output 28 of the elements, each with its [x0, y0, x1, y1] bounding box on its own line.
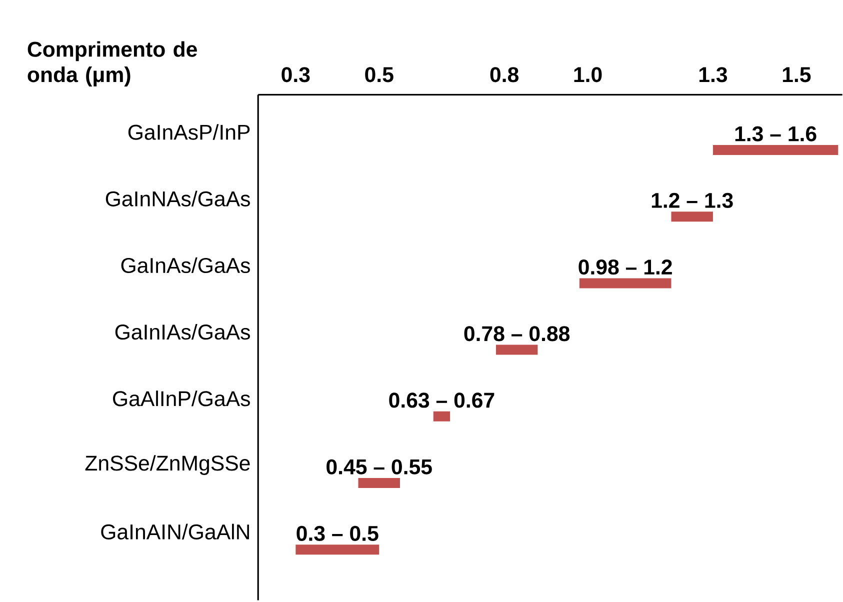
y-tick-label: GaInIAs/GaAs	[115, 324, 250, 340]
annotation: 0.3 – 0.5	[296, 526, 378, 542]
bar	[671, 212, 713, 222]
bar	[296, 544, 380, 555]
x-tick-label: 1.5	[782, 68, 811, 82]
y-tick-label: GaAlInP/GaAs	[113, 390, 250, 406]
annotation: 1.2 – 1.3	[652, 193, 733, 208]
x-tick-label: 0.8	[490, 67, 518, 82]
y-tick-label: ZnSSe/ZnMgSSe	[85, 455, 250, 476]
bar	[712, 145, 838, 156]
x-tick-label: 1.0	[574, 67, 602, 82]
y-tick-label: GaInNAs/GaAs	[106, 190, 250, 207]
bar	[433, 412, 450, 422]
x-tick-label: 1.3	[699, 67, 728, 82]
x-axis-title: Comprimento de onda (μm)	[28, 41, 197, 87]
x-tick-label: 0.3	[282, 67, 310, 82]
y-tick-label: GaInAs/GaAs	[121, 258, 250, 274]
annotation: 1.3 – 1.6	[735, 126, 816, 142]
bar	[579, 278, 672, 288]
annotation: 0.63 – 0.67	[389, 392, 494, 408]
annotation: 0.78 – 0.88	[464, 326, 570, 342]
bar	[496, 345, 538, 356]
bar	[358, 478, 400, 488]
x-tick-label: 0.5	[365, 67, 394, 82]
y-tick-label: GaInAIN/GaAlN	[101, 524, 249, 540]
annotation: 0.98 – 1.2	[578, 260, 672, 275]
y-tick-label: GaInAsP/InP	[128, 124, 250, 140]
annotation: 0.45 – 0.55	[326, 460, 432, 475]
